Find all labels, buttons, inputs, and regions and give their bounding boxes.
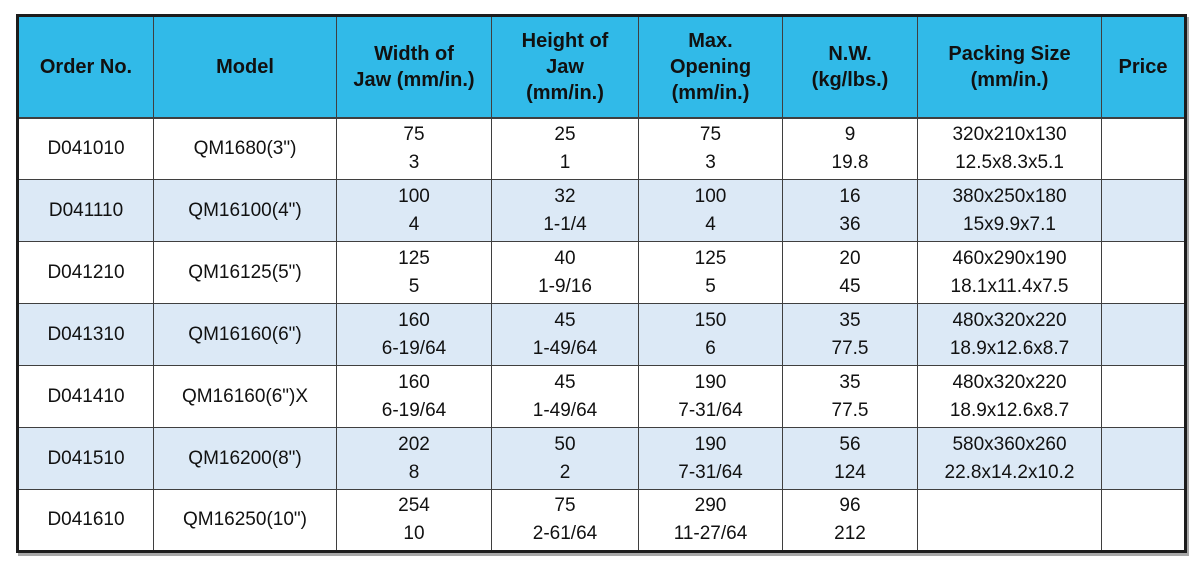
cell-price: [1101, 427, 1186, 490]
product-spec-table: Order No. Model Width of Jaw (mm/in.) He…: [16, 14, 1187, 553]
cell-width-of-jaw: 254 10: [336, 489, 492, 552]
cell-model: QM16125(5"): [153, 241, 337, 304]
header-row: Order No. Model Width of Jaw (mm/in.) He…: [17, 15, 1186, 119]
table-row: D041510 QM16200(8") 202 8 50 2 190 7-31/64 56…: [17, 427, 1186, 490]
table-row: D041610 QM16250(10") 254 10 75 2-61/64 290 1…: [17, 489, 1186, 552]
cell-packing-size: 460x290x190 18.1x11.4x7.5: [917, 241, 1102, 304]
cell-width-of-jaw: 100 4: [336, 179, 492, 242]
cell-order-no: D041010: [17, 117, 154, 180]
cell-model: QM16160(6")X: [153, 365, 337, 428]
cell-nw: 35 77.5: [782, 365, 918, 428]
cell-packing-size: 320x210x130 12.5x8.3x5.1: [917, 117, 1102, 180]
cell-max-opening: 100 4: [638, 179, 783, 242]
col-header-price: Price: [1101, 15, 1186, 119]
cell-width-of-jaw: 160 6-19/64: [336, 365, 492, 428]
col-header-nw: N.W. (kg/lbs.): [782, 15, 918, 119]
cell-max-opening: 190 7-31/64: [638, 365, 783, 428]
cell-price: [1101, 365, 1186, 428]
cell-max-opening: 75 3: [638, 117, 783, 180]
table-row: D041210 QM16125(5") 125 5 40 1-9/16 125 5 20 …: [17, 241, 1186, 304]
cell-height-of-jaw: 32 1-1/4: [491, 179, 639, 242]
cell-model: QM1680(3"): [153, 117, 337, 180]
cell-model: QM16200(8"): [153, 427, 337, 490]
col-header-max-opening: Max. Opening (mm/in.): [638, 15, 783, 119]
cell-nw: 96 212: [782, 489, 918, 552]
cell-order-no: D041410: [17, 365, 154, 428]
col-header-order-no: Order No.: [17, 15, 154, 119]
cell-price: [1101, 179, 1186, 242]
col-header-height-of-jaw: Height of Jaw (mm/in.): [491, 15, 639, 119]
cell-height-of-jaw: 75 2-61/64: [491, 489, 639, 552]
cell-price: [1101, 489, 1186, 552]
cell-order-no: D041610: [17, 489, 154, 552]
cell-height-of-jaw: 40 1-9/16: [491, 241, 639, 304]
col-header-model: Model: [153, 15, 337, 119]
cell-height-of-jaw: 50 2: [491, 427, 639, 490]
col-header-width-of-jaw: Width of Jaw (mm/in.): [336, 15, 492, 119]
cell-width-of-jaw: 160 6-19/64: [336, 303, 492, 366]
cell-width-of-jaw: 202 8: [336, 427, 492, 490]
cell-packing-size: 480x320x220 18.9x12.6x8.7: [917, 365, 1102, 428]
cell-packing-size: [917, 489, 1102, 552]
cell-max-opening: 190 7-31/64: [638, 427, 783, 490]
cell-packing-size: 380x250x180 15x9.9x7.1: [917, 179, 1102, 242]
cell-price: [1101, 117, 1186, 180]
cell-packing-size: 480x320x220 18.9x12.6x8.7: [917, 303, 1102, 366]
cell-price: [1101, 241, 1186, 304]
cell-height-of-jaw: 45 1-49/64: [491, 365, 639, 428]
cell-nw: 56 124: [782, 427, 918, 490]
table-row: D041310 QM16160(6") 160 6-19/64 45 1-49/64 1…: [17, 303, 1186, 366]
cell-packing-size: 580x360x260 22.8x14.2x10.2: [917, 427, 1102, 490]
cell-model: QM16100(4"): [153, 179, 337, 242]
cell-width-of-jaw: 75 3: [336, 117, 492, 180]
cell-order-no: D041310: [17, 303, 154, 366]
cell-width-of-jaw: 125 5: [336, 241, 492, 304]
cell-model: QM16160(6"): [153, 303, 337, 366]
table-row: D041110 QM16100(4") 100 4 32 1-1/4 100 4 16 3…: [17, 179, 1186, 242]
cell-max-opening: 150 6: [638, 303, 783, 366]
table-row: D041410 QM16160(6")X 160 6-19/64 45 1-49/64…: [17, 365, 1186, 428]
cell-price: [1101, 303, 1186, 366]
cell-model: QM16250(10"): [153, 489, 337, 552]
cell-nw: 20 45: [782, 241, 918, 304]
cell-order-no: D041210: [17, 241, 154, 304]
cell-nw: 9 19.8: [782, 117, 918, 180]
cell-height-of-jaw: 25 1: [491, 117, 639, 180]
cell-nw: 16 36: [782, 179, 918, 242]
cell-nw: 35 77.5: [782, 303, 918, 366]
cell-max-opening: 290 11-27/64: [638, 489, 783, 552]
cell-max-opening: 125 5: [638, 241, 783, 304]
cell-height-of-jaw: 45 1-49/64: [491, 303, 639, 366]
col-header-packing-size: Packing Size (mm/in.): [917, 15, 1102, 119]
cell-order-no: D041510: [17, 427, 154, 490]
cell-order-no: D041110: [17, 179, 154, 242]
